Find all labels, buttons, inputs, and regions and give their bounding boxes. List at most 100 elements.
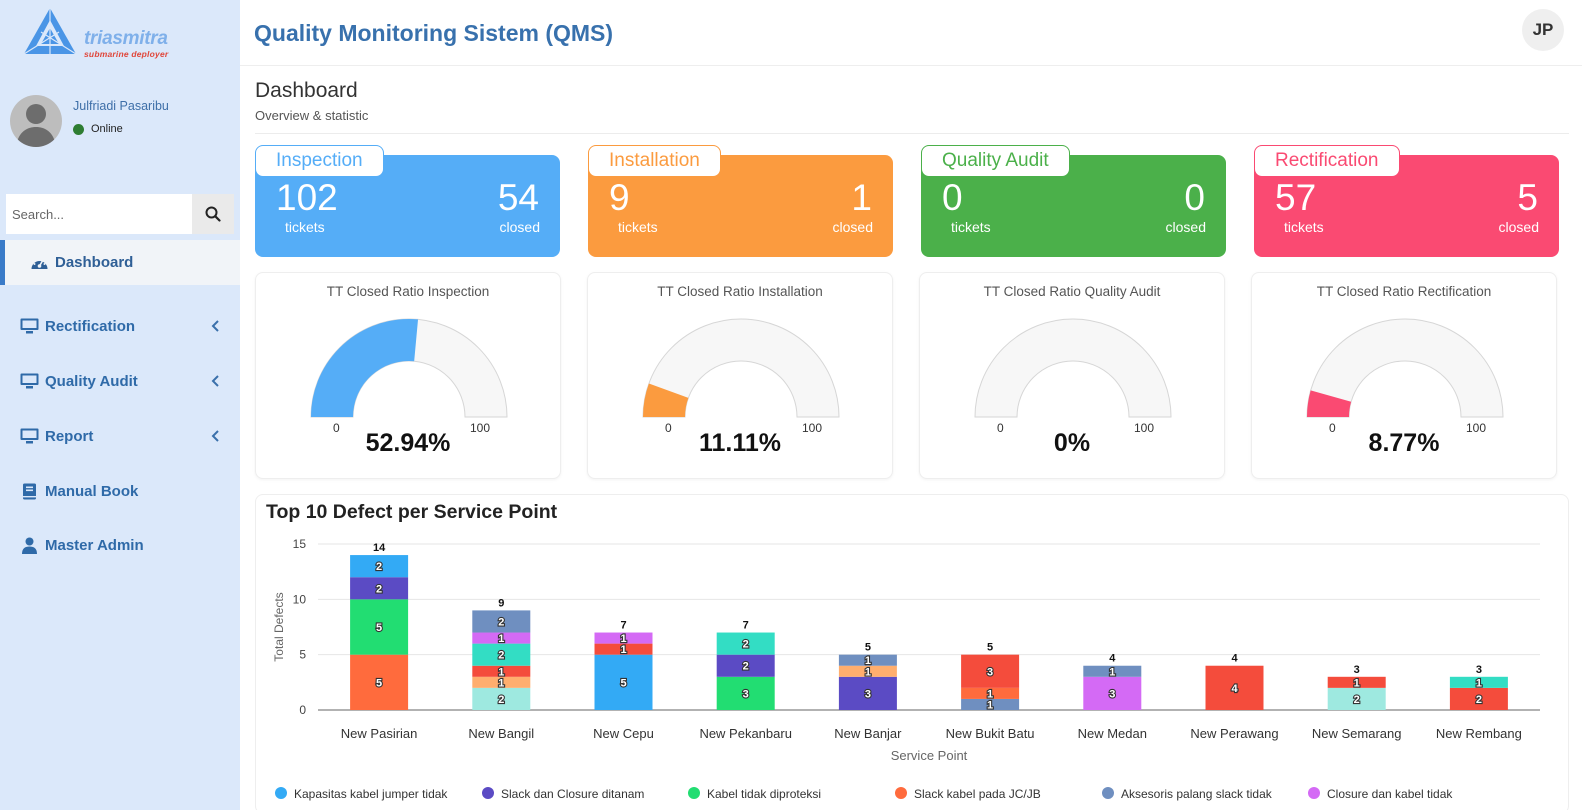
sidebar-item-master-admin[interactable]: Master Admin — [20, 533, 230, 557]
chevron-left-icon — [211, 375, 219, 387]
bar-segment — [1449, 676, 1508, 688]
brand-tagline: submarine deployer — [84, 49, 169, 59]
gauge-value: 11.11% — [698, 429, 782, 457]
gauge-min: 0 — [997, 421, 1004, 435]
bar-segment — [472, 632, 531, 644]
online-dot-icon — [73, 123, 84, 135]
segment-label: 3 — [1109, 688, 1115, 700]
bar-total-label: 5 — [865, 642, 871, 654]
tickets-label: tickets — [951, 219, 991, 235]
x-tick-label: New Pekanbaru — [699, 726, 792, 741]
search-input[interactable] — [6, 194, 192, 234]
legend-marker — [1102, 787, 1114, 799]
x-tick-label: New Bangil — [468, 726, 534, 741]
bar-segment — [838, 665, 897, 677]
gauge-panel-rectification: TT Closed Ratio Rectification 0 100 8.77… — [1251, 272, 1557, 479]
avatar[interactable] — [10, 95, 62, 147]
app-title: Quality Monitoring Sistem (QMS) — [254, 20, 614, 46]
user-status-label: Online — [91, 123, 123, 135]
x-tick-label: New Medan — [1078, 726, 1147, 741]
sidebar-item-label: Master Admin — [45, 536, 144, 554]
divider — [255, 133, 1569, 134]
top-header: Quality Monitoring Sistem (QMS) JP — [240, 0, 1582, 66]
bar-segment — [716, 654, 775, 677]
bar-segment — [472, 643, 531, 666]
closed-count: 0 — [1184, 177, 1205, 218]
bar-segment — [1083, 665, 1142, 677]
segment-label: 1 — [498, 666, 504, 678]
legend-marker — [275, 787, 287, 799]
tickets-count: 102 — [276, 177, 338, 218]
gauge-panel-inspection: TT Closed Ratio Inspection 0 100 52.94% — [255, 272, 561, 479]
tickets-count: 9 — [609, 177, 630, 218]
brand-logo[interactable]: triasmitra submarine deployer — [22, 6, 182, 62]
sidebar-item-dashboard[interactable]: Dashboard — [0, 240, 240, 285]
stat-card-installation[interactable]: Installation 9 1 tickets closed — [588, 145, 893, 257]
sidebar-item-label: Quality Audit — [45, 372, 138, 390]
legend-item: Closure dan kabel tidak — [1327, 787, 1453, 801]
bar-segment — [472, 676, 531, 688]
segment-label: 2 — [498, 650, 504, 662]
segment-label: 1 — [498, 677, 504, 689]
x-tick-label: New Banjar — [834, 726, 902, 741]
monitor-icon — [20, 318, 39, 334]
search-button[interactable] — [192, 194, 234, 234]
segment-label: 1 — [1109, 666, 1115, 678]
sidebar-item-rectification[interactable]: Rectification — [20, 314, 230, 338]
stat-card-quality-audit[interactable]: Quality Audit 0 0 tickets closed — [921, 145, 1226, 257]
sidebar-item-report[interactable]: Report — [20, 424, 230, 448]
bar-segment — [838, 676, 897, 710]
y-tick-label: 10 — [293, 592, 307, 606]
gauge-max: 100 — [802, 421, 823, 435]
bar-segment — [594, 643, 653, 655]
segment-label: 1 — [987, 688, 993, 700]
legend-item: Aksesoris palang slack tidak — [1121, 787, 1273, 801]
segment-label: 2 — [743, 639, 749, 651]
closed-count: 54 — [497, 177, 539, 218]
segment-label: 1 — [498, 633, 504, 645]
gauge-min: 0 — [665, 421, 672, 435]
segment-label: 5 — [376, 677, 382, 689]
bar-segment — [350, 577, 409, 600]
segment-label: 3 — [743, 688, 749, 700]
segment-label: 2 — [1354, 694, 1360, 706]
closed-label: closed — [832, 219, 873, 235]
user-menu-button[interactable]: JP — [1522, 9, 1564, 51]
card-tab-title: Inspection — [255, 145, 384, 177]
segment-label: 1 — [620, 633, 626, 645]
bar-segment — [594, 654, 653, 710]
stat-card-rectification[interactable]: Rectification 57 5 tickets closed — [1254, 145, 1559, 257]
gauge-track — [1306, 318, 1504, 418]
tickets-count: 0 — [942, 177, 963, 218]
gauge-track — [974, 318, 1172, 418]
bar-segment — [472, 665, 531, 677]
x-axis-label: Service Point — [891, 748, 968, 763]
sidebar: triasmitra submarine deployer Julfriadi … — [0, 0, 240, 810]
tickets-label: tickets — [1284, 219, 1324, 235]
bar-segment — [716, 676, 775, 710]
bar-segment — [1327, 676, 1386, 688]
stat-card-inspection[interactable]: Inspection 102 54 tickets closed — [255, 145, 560, 257]
page-subtitle: Overview & statistic — [255, 108, 369, 123]
sidebar-item-manual-book[interactable]: Manual Book — [20, 479, 230, 503]
segment-label: 2 — [376, 561, 382, 573]
sidebar-item-quality-audit[interactable]: Quality Audit — [20, 369, 230, 393]
y-tick-label: 15 — [293, 537, 307, 551]
sidebar-item-label: Manual Book — [45, 482, 139, 500]
bar-segment — [350, 599, 409, 655]
x-tick-label: New Perawang — [1190, 726, 1278, 741]
segment-label: 5 — [620, 677, 626, 689]
y-tick-label: 5 — [299, 648, 306, 662]
monitor-icon — [20, 428, 39, 444]
gauge-max: 100 — [1466, 421, 1487, 435]
x-tick-label: New Bukit Batu — [946, 726, 1035, 741]
segment-label: 3 — [987, 666, 993, 678]
segment-label: 1 — [865, 655, 871, 667]
segment-label: 2 — [743, 661, 749, 673]
gauge-value: 52.94% — [365, 429, 451, 457]
gauge-chart — [974, 318, 1172, 418]
gauge-min: 0 — [333, 421, 340, 435]
tickets-label: tickets — [618, 219, 658, 235]
page-title: Dashboard — [255, 79, 358, 102]
